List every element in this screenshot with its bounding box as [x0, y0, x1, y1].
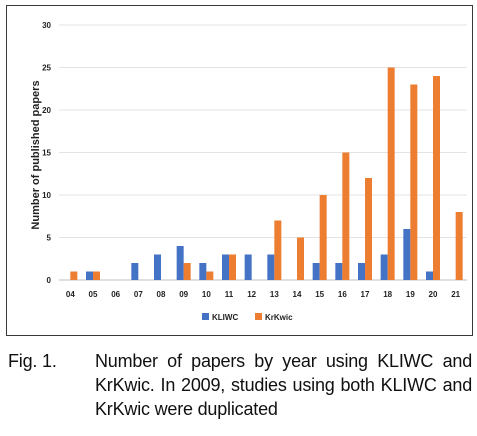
bar-krkwic-19	[410, 84, 418, 280]
bar-kliwc-12	[244, 254, 252, 280]
bar-kliwc-20	[426, 271, 433, 280]
y-tick-label: 20	[42, 106, 51, 115]
y-tick-label: 10	[42, 191, 51, 200]
x-tick-label: 12	[247, 290, 256, 299]
bar-krkwic-10	[206, 271, 214, 280]
y-axis-label: Number of published papers	[30, 80, 42, 229]
x-tick-label: 16	[338, 290, 347, 299]
legend-swatch-kliwc	[202, 313, 209, 320]
bar-krkwic-16	[342, 152, 350, 280]
x-tick-label: 08	[157, 290, 166, 299]
x-tick-label: 10	[202, 290, 211, 299]
x-tick-label: 18	[383, 290, 392, 299]
bar-kliwc-17	[358, 263, 365, 280]
bar-kliwc-19	[403, 229, 411, 280]
caption-label: Fig. 1.	[8, 351, 57, 371]
x-tick-label: 04	[66, 290, 75, 299]
legend: KLIWC KrKwic	[202, 313, 293, 322]
bar-krkwic-21	[455, 212, 463, 280]
bar-kliwc-07	[131, 263, 139, 280]
bar-kliwc-16	[335, 263, 343, 280]
x-tick-label: 07	[134, 290, 143, 299]
bar-krkwic-15	[319, 195, 327, 280]
y-tick-label: 30	[42, 21, 51, 30]
bars	[70, 67, 463, 280]
x-tick-label: 19	[406, 290, 415, 299]
y-tick-label: 25	[42, 64, 51, 73]
x-tick-label: 06	[111, 290, 120, 299]
bar-krkwic-04	[70, 271, 78, 280]
bar-krkwic-14	[297, 237, 304, 280]
bar-kliwc-08	[154, 254, 161, 280]
y-tick-labels: 0 5 10 15 20 25 30	[42, 21, 51, 285]
bar-kliwc-13	[267, 254, 275, 280]
x-tick-label: 20	[429, 290, 438, 299]
bar-kliwc-15	[312, 263, 320, 280]
bar-krkwic-11	[229, 254, 236, 280]
legend-swatch-krkwic	[255, 313, 262, 320]
caption-text: Number of papers by year using KLIWC and…	[95, 351, 472, 419]
bar-kliwc-11	[222, 254, 229, 280]
x-tick-label: 11	[225, 290, 234, 299]
bar-krkwic-17	[365, 178, 372, 280]
x-tick-label: 09	[179, 290, 188, 299]
x-tick-label: 13	[270, 290, 279, 299]
gridlines	[59, 24, 467, 281]
bar-krkwic-20	[433, 76, 440, 280]
bar-krkwic-13	[274, 220, 282, 280]
y-tick-label: 15	[42, 149, 51, 158]
x-tick-label: 21	[451, 290, 460, 299]
bar-krkwic-09	[183, 263, 191, 280]
bar-kliwc-18	[380, 254, 388, 280]
bar-kliwc-10	[199, 263, 207, 280]
legend-label-krkwic: KrKwic	[265, 313, 293, 322]
y-tick-label: 0	[47, 276, 52, 285]
bar-kliwc-09	[176, 246, 184, 280]
legend-label-kliwc: KLIWC	[212, 313, 238, 322]
bar-krkwic-18	[387, 67, 395, 280]
bar-krkwic-05	[93, 271, 100, 280]
x-tick-label: 05	[89, 290, 98, 299]
x-tick-label: 15	[315, 290, 324, 299]
bar-kliwc-05	[86, 271, 93, 280]
y-tick-label: 5	[47, 234, 52, 243]
x-tick-labels: 04 05 06 07 08 09 10 11 12 13 14 15 16 17 18 19 20 21	[66, 290, 461, 299]
x-tick-label: 17	[361, 290, 370, 299]
chart-frame: 0 5 10 15 20 25 30 04 05 06 07 08 09 10 11 12 13 14 15 16 1…	[6, 5, 473, 336]
x-tick-label: 14	[293, 290, 302, 299]
